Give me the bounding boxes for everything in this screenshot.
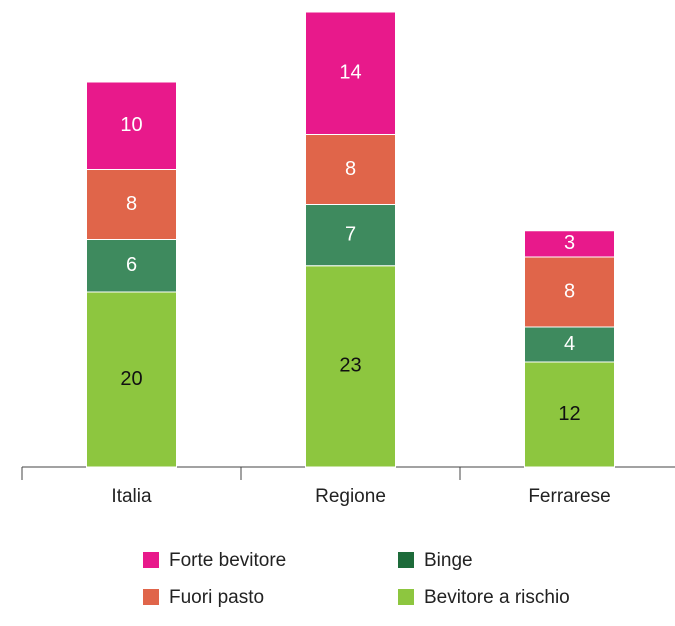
legend-swatch — [143, 589, 159, 605]
bar-segment — [524, 361, 615, 468]
data-label: 8 — [345, 158, 356, 180]
data-label: 7 — [345, 223, 356, 245]
data-label: 8 — [126, 193, 137, 215]
bar-segment — [86, 291, 177, 468]
bar-segment — [524, 230, 615, 258]
data-label: 12 — [558, 403, 580, 425]
legend-swatch — [398, 552, 414, 568]
data-label: 3 — [564, 232, 575, 254]
data-label: 6 — [126, 254, 137, 276]
legend-label: Forte bevitore — [169, 550, 286, 571]
bar-segment — [305, 265, 396, 468]
x-tick-label: Ferrarese — [528, 486, 610, 507]
x-tick-label: Regione — [315, 486, 386, 507]
data-label: 20 — [120, 368, 142, 390]
data-label: 8 — [564, 280, 575, 302]
bar-segment — [86, 169, 177, 240]
legend-label: Binge — [424, 550, 473, 571]
legend-swatch — [143, 552, 159, 568]
x-tick-label: Italia — [111, 486, 152, 507]
bar-segment — [305, 204, 396, 267]
bar-segment — [305, 11, 396, 135]
bar-segment — [86, 81, 177, 170]
data-label: 10 — [120, 114, 142, 136]
bar-segment — [524, 256, 615, 328]
data-label: 23 — [339, 355, 361, 377]
data-label: 14 — [339, 62, 361, 84]
legend-label: Fuori pasto — [169, 587, 264, 608]
bar-segment — [86, 239, 177, 293]
data-label: 4 — [564, 333, 575, 355]
bar-segment — [305, 134, 396, 205]
legend-swatch — [398, 589, 414, 605]
legend-label: Bevitore a rischio — [424, 587, 570, 608]
